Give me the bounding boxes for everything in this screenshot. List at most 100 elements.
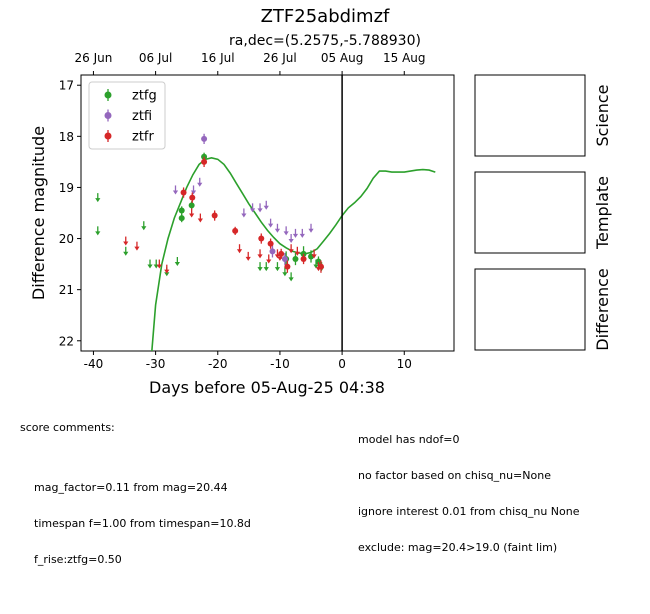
upper-limit-arrow: [268, 223, 274, 228]
upper-limit-marker: [274, 262, 281, 272]
cutout-panel-template: [474, 171, 586, 254]
cutout-panels: Science Template Difference: [474, 74, 612, 351]
upper-limit-marker: [292, 228, 299, 238]
upper-limit-marker: [189, 208, 195, 218]
upper-limit-arrow: [197, 182, 203, 187]
upper-limit-marker: [241, 208, 247, 218]
detection-marker: [284, 260, 291, 273]
model-comment-line: exclude: mag=20.4>19.0 (faint lim): [358, 541, 558, 554]
upper-limit-marker: [257, 203, 263, 213]
top-tick-label: 16 Jul: [201, 51, 235, 65]
model-comment-line: model has ndof=0: [358, 433, 460, 446]
upper-limit-marker: [174, 257, 180, 266]
detection-marker: [281, 252, 288, 266]
upper-limit-marker: [257, 249, 263, 259]
y-tick-label: 19: [59, 181, 74, 195]
x-axis-label: Days before 05-Aug-25 04:38: [149, 378, 385, 397]
upper-limit-arrow: [282, 272, 288, 277]
y-tick-label: 18: [59, 130, 74, 144]
upper-limit-arrow: [257, 254, 263, 259]
detection-marker: [317, 260, 324, 273]
figure: ZTF25abdimzf ra,dec=(5.2575,-5.788930) -…: [20, 6, 612, 566]
upper-limit-arrow: [123, 241, 129, 246]
chart-title: ZTF25abdimzf: [260, 6, 390, 27]
upper-limit-marker: [156, 259, 162, 269]
upper-limit-arrow: [172, 190, 179, 195]
upper-limit-arrow: [156, 264, 162, 269]
model-comments: model has ndof=0 no factor based on chis…: [358, 410, 580, 578]
lightcurve-plot: -40 -30 -20 -10 0 10 26 Jun 06 Jul 16 Jul 26 Jul 0…: [29, 51, 612, 397]
detection-point: [278, 250, 285, 257]
upper-limit-marker: [274, 223, 281, 233]
upper-limit-arrow: [257, 267, 263, 272]
upper-limit-marker: [190, 185, 197, 195]
legend-label: ztfr: [132, 130, 154, 145]
upper-limit-marker: [268, 218, 274, 228]
top-tick-label: 06 Jul: [139, 51, 173, 65]
upper-limit-arrow: [266, 259, 272, 264]
upper-limit-arrow: [311, 254, 317, 259]
detection-point: [232, 227, 239, 234]
detection-marker: [178, 214, 185, 223]
x-tick-label: -30: [146, 357, 166, 371]
upper-limit-marker: [288, 244, 294, 254]
detection-point: [317, 263, 324, 270]
upper-limit-arrow: [292, 233, 299, 238]
detection-marker: [201, 156, 208, 167]
upper-limit-marker: [311, 249, 317, 259]
cutout-panel-label: Template: [593, 176, 612, 250]
y-tick-label: 22: [59, 334, 74, 348]
y-tick-label: 17: [59, 79, 74, 93]
upper-limit-marker: [257, 262, 263, 272]
detection-marker: [178, 206, 185, 215]
upper-limit-marker: [308, 223, 314, 233]
upper-limit-marker: [141, 221, 147, 231]
upper-limit-arrow: [313, 264, 319, 269]
cutout-panel-label: Difference: [593, 268, 612, 350]
detection-point: [267, 240, 274, 247]
upper-limit-marker: [294, 246, 300, 256]
upper-limit-arrow: [174, 262, 180, 266]
y-tick-label: 20: [59, 232, 74, 246]
detection-point: [201, 135, 208, 142]
top-tick-label: 15 Aug: [383, 51, 426, 65]
upper-limit-marker: [95, 226, 101, 236]
upper-limit-arrow: [95, 198, 101, 203]
detection-point: [189, 194, 196, 201]
plot-frame: [80, 74, 455, 352]
upper-limit-arrow: [123, 251, 129, 256]
x-tick-label: -20: [208, 357, 228, 371]
upper-limit-arrow: [274, 228, 281, 233]
legend-marker: [104, 112, 112, 119]
upper-limit-marker: [299, 228, 305, 238]
upper-limit-arrow: [308, 228, 314, 233]
score-comment-line: timespan f=1.00 from timespan=10.8d: [34, 517, 251, 530]
legend-marker: [104, 132, 112, 140]
upper-limit-marker: [282, 267, 288, 277]
x-tick-label: -10: [270, 357, 290, 371]
detection-point: [284, 263, 291, 270]
x-tick-label: 10: [397, 357, 412, 371]
upper-limit-arrow: [283, 231, 289, 236]
upper-limit-marker: [197, 177, 203, 187]
x-tick-label: -40: [84, 357, 104, 371]
detection-point: [178, 207, 185, 214]
upper-limit-arrow: [147, 264, 153, 269]
y-tick-label: 21: [59, 283, 74, 297]
detection-marker: [267, 238, 274, 249]
upper-limit-arrow: [288, 277, 294, 282]
upper-limit-arrow: [288, 239, 294, 243]
upper-limit-marker: [197, 213, 203, 223]
upper-limit-arrow: [95, 231, 101, 236]
detection-point: [300, 256, 307, 262]
cutout-panel-label: Science: [593, 84, 612, 146]
detection-point: [178, 215, 185, 222]
upper-limit-arrow: [141, 226, 147, 231]
detection-marker: [300, 253, 307, 265]
score-comments: score comments: mag_factor=0.11 from mag…: [20, 398, 251, 614]
cutout-panel-difference: [474, 268, 586, 351]
upper-limit-marker: [95, 193, 101, 203]
upper-limit-arrow: [263, 205, 269, 210]
score-comment-line: mag_factor=0.11 from mag=20.44: [34, 481, 228, 494]
axes: -40 -30 -20 -10 0 10 26 Jun 06 Jul 16 Jul 26 Jul 0…: [29, 51, 455, 397]
